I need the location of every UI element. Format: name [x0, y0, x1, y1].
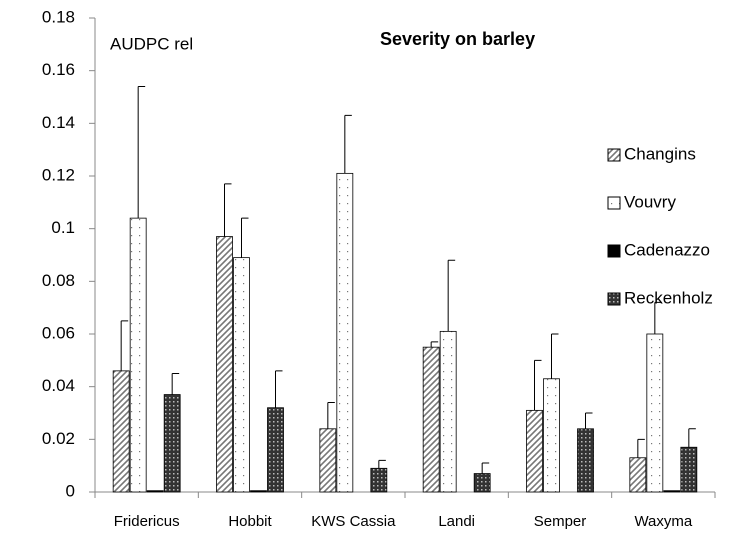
bar: [267, 407, 284, 493]
error-bar: [378, 459, 386, 469]
legend-swatch: [607, 244, 621, 258]
error-bar: [637, 438, 645, 458]
x-tick-label: Fridericus: [114, 513, 180, 530]
legend-label: Vouvry: [624, 192, 676, 211]
x-tick-label: Hobbit: [228, 513, 272, 530]
error-bar: [447, 259, 456, 332]
bar: [646, 333, 664, 493]
error-bar: [534, 359, 542, 411]
legend-label: Cadenazzo: [624, 240, 710, 259]
y-tick-label: 0.1: [51, 218, 75, 237]
x-tick-label: KWS Cassia: [311, 513, 396, 530]
x-tick-label: Waxyma: [634, 513, 692, 530]
error-bar: [654, 301, 662, 334]
legend-label: Reckenholz: [624, 288, 713, 307]
bar: [163, 394, 181, 493]
bar: [526, 409, 543, 493]
y-tick-label: 0.02: [42, 429, 75, 448]
error-bar: [171, 373, 180, 395]
y-tick-label: 0.06: [42, 323, 75, 342]
error-bar: [551, 333, 559, 379]
x-tick-label: Landi: [438, 513, 475, 530]
error-bar: [241, 217, 249, 258]
error-bar: [224, 183, 232, 237]
bar: [146, 490, 164, 493]
bar: [422, 346, 440, 493]
chart-title: Severity on barley: [380, 29, 535, 49]
error-bar: [137, 85, 146, 219]
bar: [233, 257, 250, 493]
error-bar: [585, 412, 593, 429]
bar: [663, 490, 681, 493]
error-bar: [120, 320, 129, 371]
legend-swatch: [607, 292, 621, 306]
legend-swatch: [607, 148, 621, 162]
y-tick-label: 0.08: [42, 271, 75, 290]
bar: [577, 428, 594, 493]
legend-label: Changins: [624, 144, 696, 163]
bar: [336, 172, 354, 493]
bar: [216, 236, 233, 493]
y-tick-label: 0.12: [42, 165, 75, 184]
bar: [629, 457, 647, 493]
error-bar: [344, 114, 352, 174]
bar: [543, 378, 560, 493]
error-bar: [430, 341, 439, 348]
bar: [473, 473, 491, 493]
y-tick-label: 0.16: [42, 60, 75, 79]
legend-swatch: [607, 196, 621, 210]
bar: [319, 428, 337, 493]
bar: [680, 446, 698, 493]
bar: [439, 330, 457, 493]
error-bar: [688, 428, 696, 448]
error-bar: [275, 370, 283, 408]
annotation: AUDPC rel: [110, 34, 193, 53]
y-tick-label: 0.18: [42, 7, 75, 26]
y-tick-label: 0.14: [42, 113, 75, 132]
bar: [370, 467, 388, 493]
bar: [112, 370, 130, 493]
y-tick-label: 0.04: [42, 376, 75, 395]
bar: [250, 490, 267, 493]
y-tick-label: 0: [66, 481, 75, 500]
x-tick-label: Semper: [534, 513, 587, 530]
error-bar: [327, 401, 335, 429]
error-bar: [481, 462, 490, 474]
bar: [129, 217, 147, 493]
